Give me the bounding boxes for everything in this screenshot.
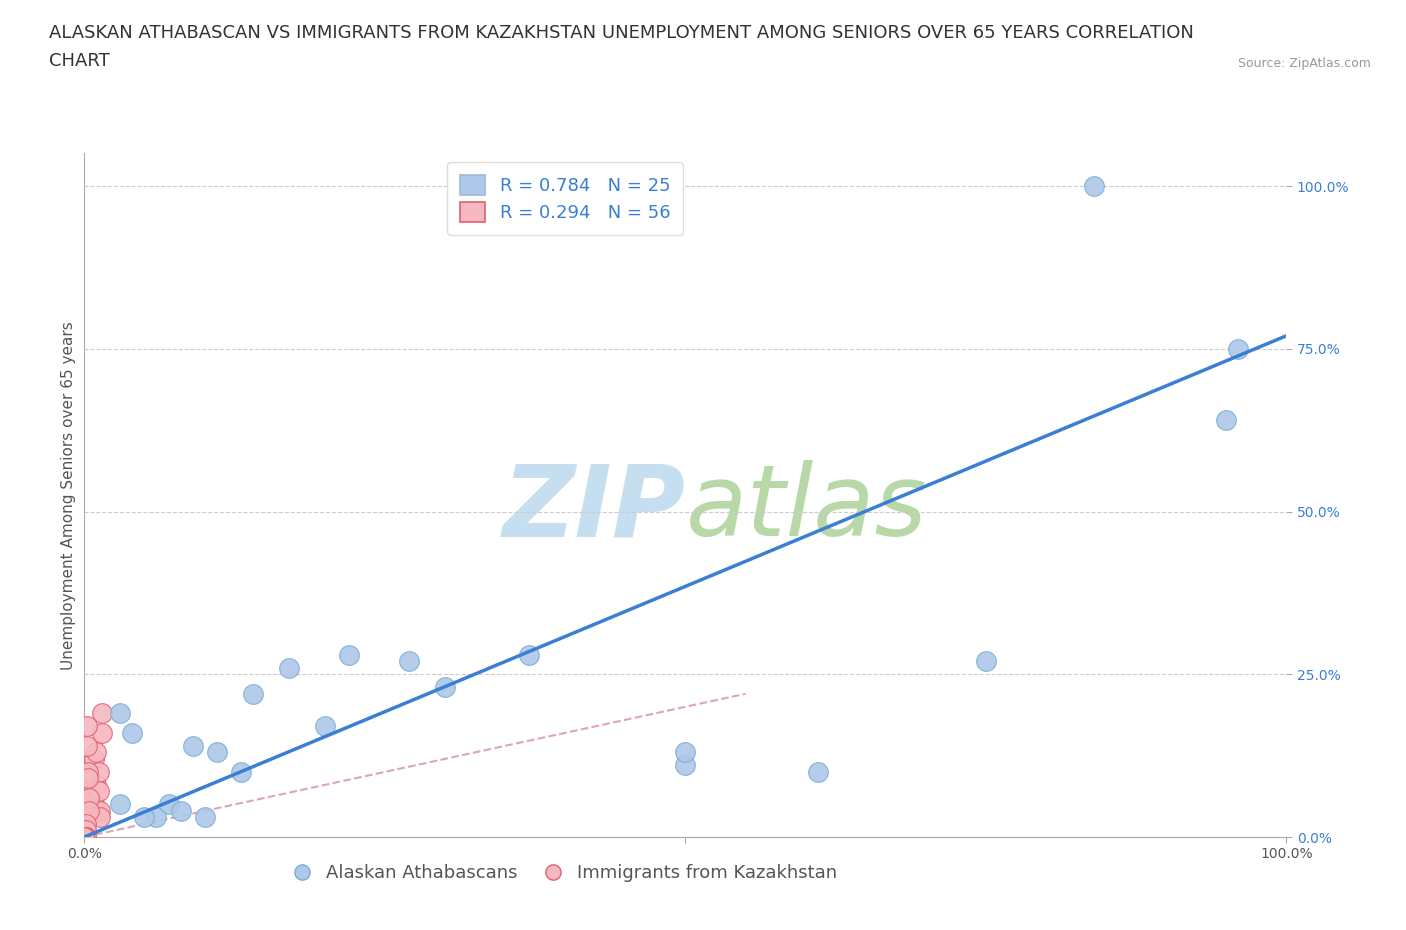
Text: CHART: CHART (49, 52, 110, 70)
Point (73, 830, 96, 844)
Point (675, 745, 697, 760)
Point (76, 738, 98, 753)
Point (73, 830, 96, 844)
Point (86, 777, 108, 792)
Point (517, 647, 540, 662)
Point (75, 817, 97, 831)
Point (675, 758, 697, 773)
Point (314, 719, 336, 734)
Point (83, 751, 105, 766)
Point (73, 830, 96, 844)
Point (77, 804, 100, 818)
Point (73, 830, 96, 844)
Point (110, 797, 132, 812)
Point (145, 810, 167, 825)
Point (75, 830, 97, 844)
Point (73, 830, 96, 844)
Point (73, 830, 96, 844)
Point (73, 830, 96, 844)
Point (73, 830, 96, 844)
Point (73, 830, 96, 844)
Point (73, 830, 96, 844)
Point (91, 706, 114, 721)
Point (181, 738, 204, 753)
Point (1227, 341, 1250, 356)
Point (110, 706, 132, 721)
Point (73, 830, 96, 844)
Point (89, 810, 111, 825)
Point (337, 647, 360, 662)
Point (1215, 413, 1237, 428)
Point (83, 797, 105, 812)
Point (205, 745, 228, 760)
Point (73, 830, 96, 844)
Text: ZIP: ZIP (502, 460, 686, 557)
Legend: Alaskan Athabascans, Immigrants from Kazakhstan: Alaskan Athabascans, Immigrants from Kaz… (287, 857, 844, 889)
Point (73, 830, 96, 844)
Text: atlas: atlas (686, 460, 927, 557)
Point (77, 790, 100, 805)
Point (73, 830, 96, 844)
Point (73, 830, 96, 844)
Point (73, 830, 96, 844)
Point (73, 830, 96, 844)
Point (76, 719, 98, 734)
Point (73, 830, 96, 844)
Point (73, 830, 96, 844)
Point (73, 830, 96, 844)
Point (73, 830, 96, 844)
Point (73, 830, 96, 844)
Point (87, 784, 110, 799)
Point (75, 823, 97, 838)
Point (134, 810, 156, 825)
Point (73, 830, 96, 844)
Point (398, 654, 420, 669)
Point (73, 830, 96, 844)
Point (194, 810, 217, 825)
Point (79, 790, 101, 805)
Text: ALASKAN ATHABASCAN VS IMMIGRANTS FROM KAZAKHSTAN UNEMPLOYMENT AMONG SENIORS OVER: ALASKAN ATHABASCAN VS IMMIGRANTS FROM KA… (49, 24, 1194, 42)
Point (75, 830, 97, 844)
Point (73, 830, 96, 844)
Point (277, 660, 299, 675)
Point (73, 830, 96, 844)
Point (73, 830, 96, 844)
Point (91, 725, 114, 740)
Point (77, 764, 100, 779)
Point (807, 764, 830, 779)
Point (73, 830, 96, 844)
Point (73, 830, 96, 844)
Point (242, 686, 264, 701)
Point (1083, 179, 1105, 193)
Point (229, 764, 252, 779)
Point (86, 745, 108, 760)
Point (73, 830, 96, 844)
Point (87, 764, 110, 779)
Point (73, 830, 96, 844)
Text: Source: ZipAtlas.com: Source: ZipAtlas.com (1237, 57, 1371, 70)
Point (169, 804, 191, 818)
Point (89, 804, 111, 818)
Point (434, 680, 457, 695)
Point (79, 771, 101, 786)
Point (73, 830, 96, 844)
Point (974, 654, 997, 669)
Point (73, 830, 96, 844)
Point (77, 771, 100, 786)
Point (73, 830, 96, 844)
Point (121, 725, 143, 740)
Point (157, 797, 180, 812)
Y-axis label: Unemployment Among Seniors over 65 years: Unemployment Among Seniors over 65 years (60, 321, 76, 670)
